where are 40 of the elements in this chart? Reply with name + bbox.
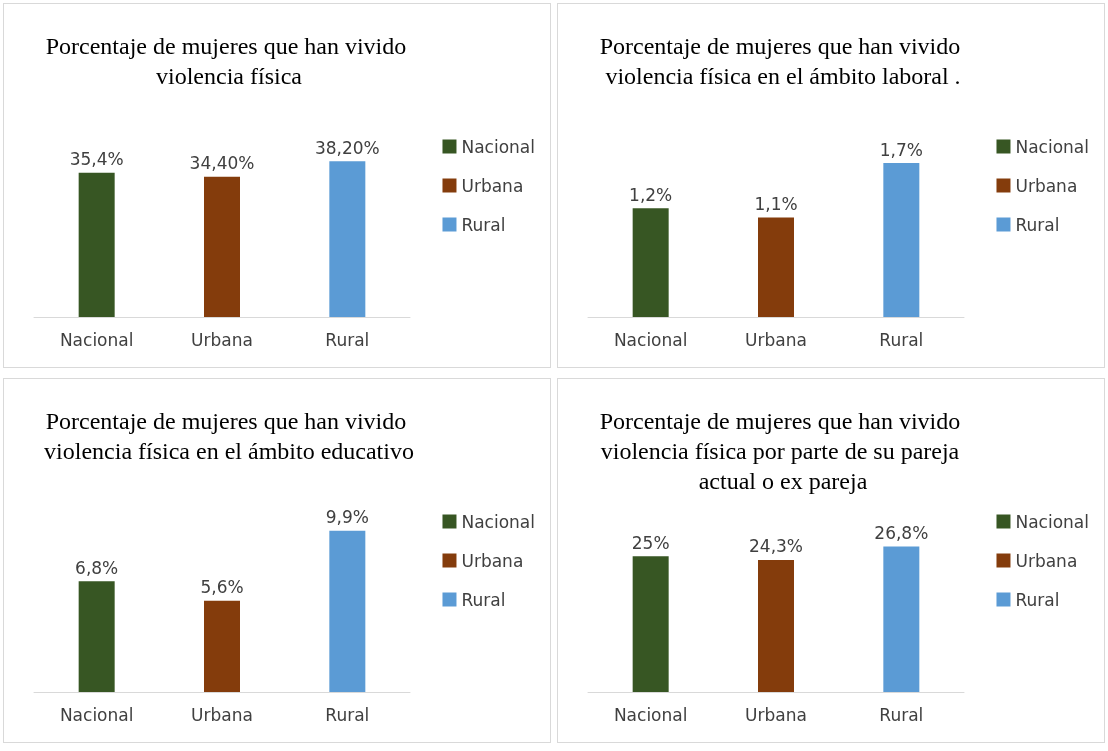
legend-label: Nacional	[461, 511, 536, 532]
data-label: 25%	[631, 532, 670, 553]
x-tick-label: Rural	[325, 704, 370, 725]
legend-label: Rural	[1015, 214, 1060, 235]
chart-title: Porcentaje de mujeres que han vivido violencia física en el ámbito educativo	[44, 408, 414, 464]
legend-label: Rural	[461, 214, 506, 235]
data-label: 1,2%	[629, 184, 673, 205]
data-label: 1,7%	[879, 139, 923, 160]
legend-label: Rural	[1015, 589, 1060, 610]
legend-label: Urbana	[461, 175, 524, 196]
data-label: 26,8%	[874, 522, 929, 543]
chart-title: Porcentaje de mujeres que han vivido violencia física	[45, 33, 413, 89]
x-tick-label: Nacional	[613, 329, 688, 350]
legend-label: Nacional	[461, 136, 536, 157]
data-label: 6,8%	[75, 557, 119, 578]
x-tick-label: Rural	[879, 704, 924, 725]
legend-label: Urbana	[1015, 550, 1078, 571]
x-tick-label: Urbana	[745, 329, 807, 350]
data-label: 1,1%	[754, 193, 798, 214]
legend-label: Urbana	[1015, 175, 1078, 196]
legend-label: Rural	[461, 589, 506, 610]
legend-label: Nacional	[1015, 511, 1090, 532]
legend-label: Nacional	[1015, 136, 1090, 157]
chart-title: Porcentaje de mujeres que han vivido violencia física en el ámbito laboral .	[599, 33, 967, 89]
x-tick-label: Nacional	[59, 704, 134, 725]
data-label: 34,40%	[189, 153, 255, 174]
data-label: 9,9%	[325, 507, 369, 528]
data-label: 24,3%	[748, 536, 804, 557]
x-tick-label: Nacional	[613, 704, 688, 725]
data-label: 38,20%	[314, 137, 380, 158]
x-tick-label: Urbana	[191, 704, 253, 725]
chart-title: Porcentaje de mujeres que han vivido violencia física por parte de su pareja actual o ex pareja	[599, 408, 967, 494]
legend-label: Urbana	[461, 550, 524, 571]
data-label: 5,6%	[200, 577, 244, 598]
data-label: 35,4%	[69, 149, 124, 170]
x-tick-label: Urbana	[191, 329, 253, 350]
x-tick-label: Rural	[879, 329, 924, 350]
x-tick-label: Rural	[325, 329, 370, 350]
x-tick-label: Urbana	[745, 704, 807, 725]
x-tick-label: Nacional	[59, 329, 134, 350]
